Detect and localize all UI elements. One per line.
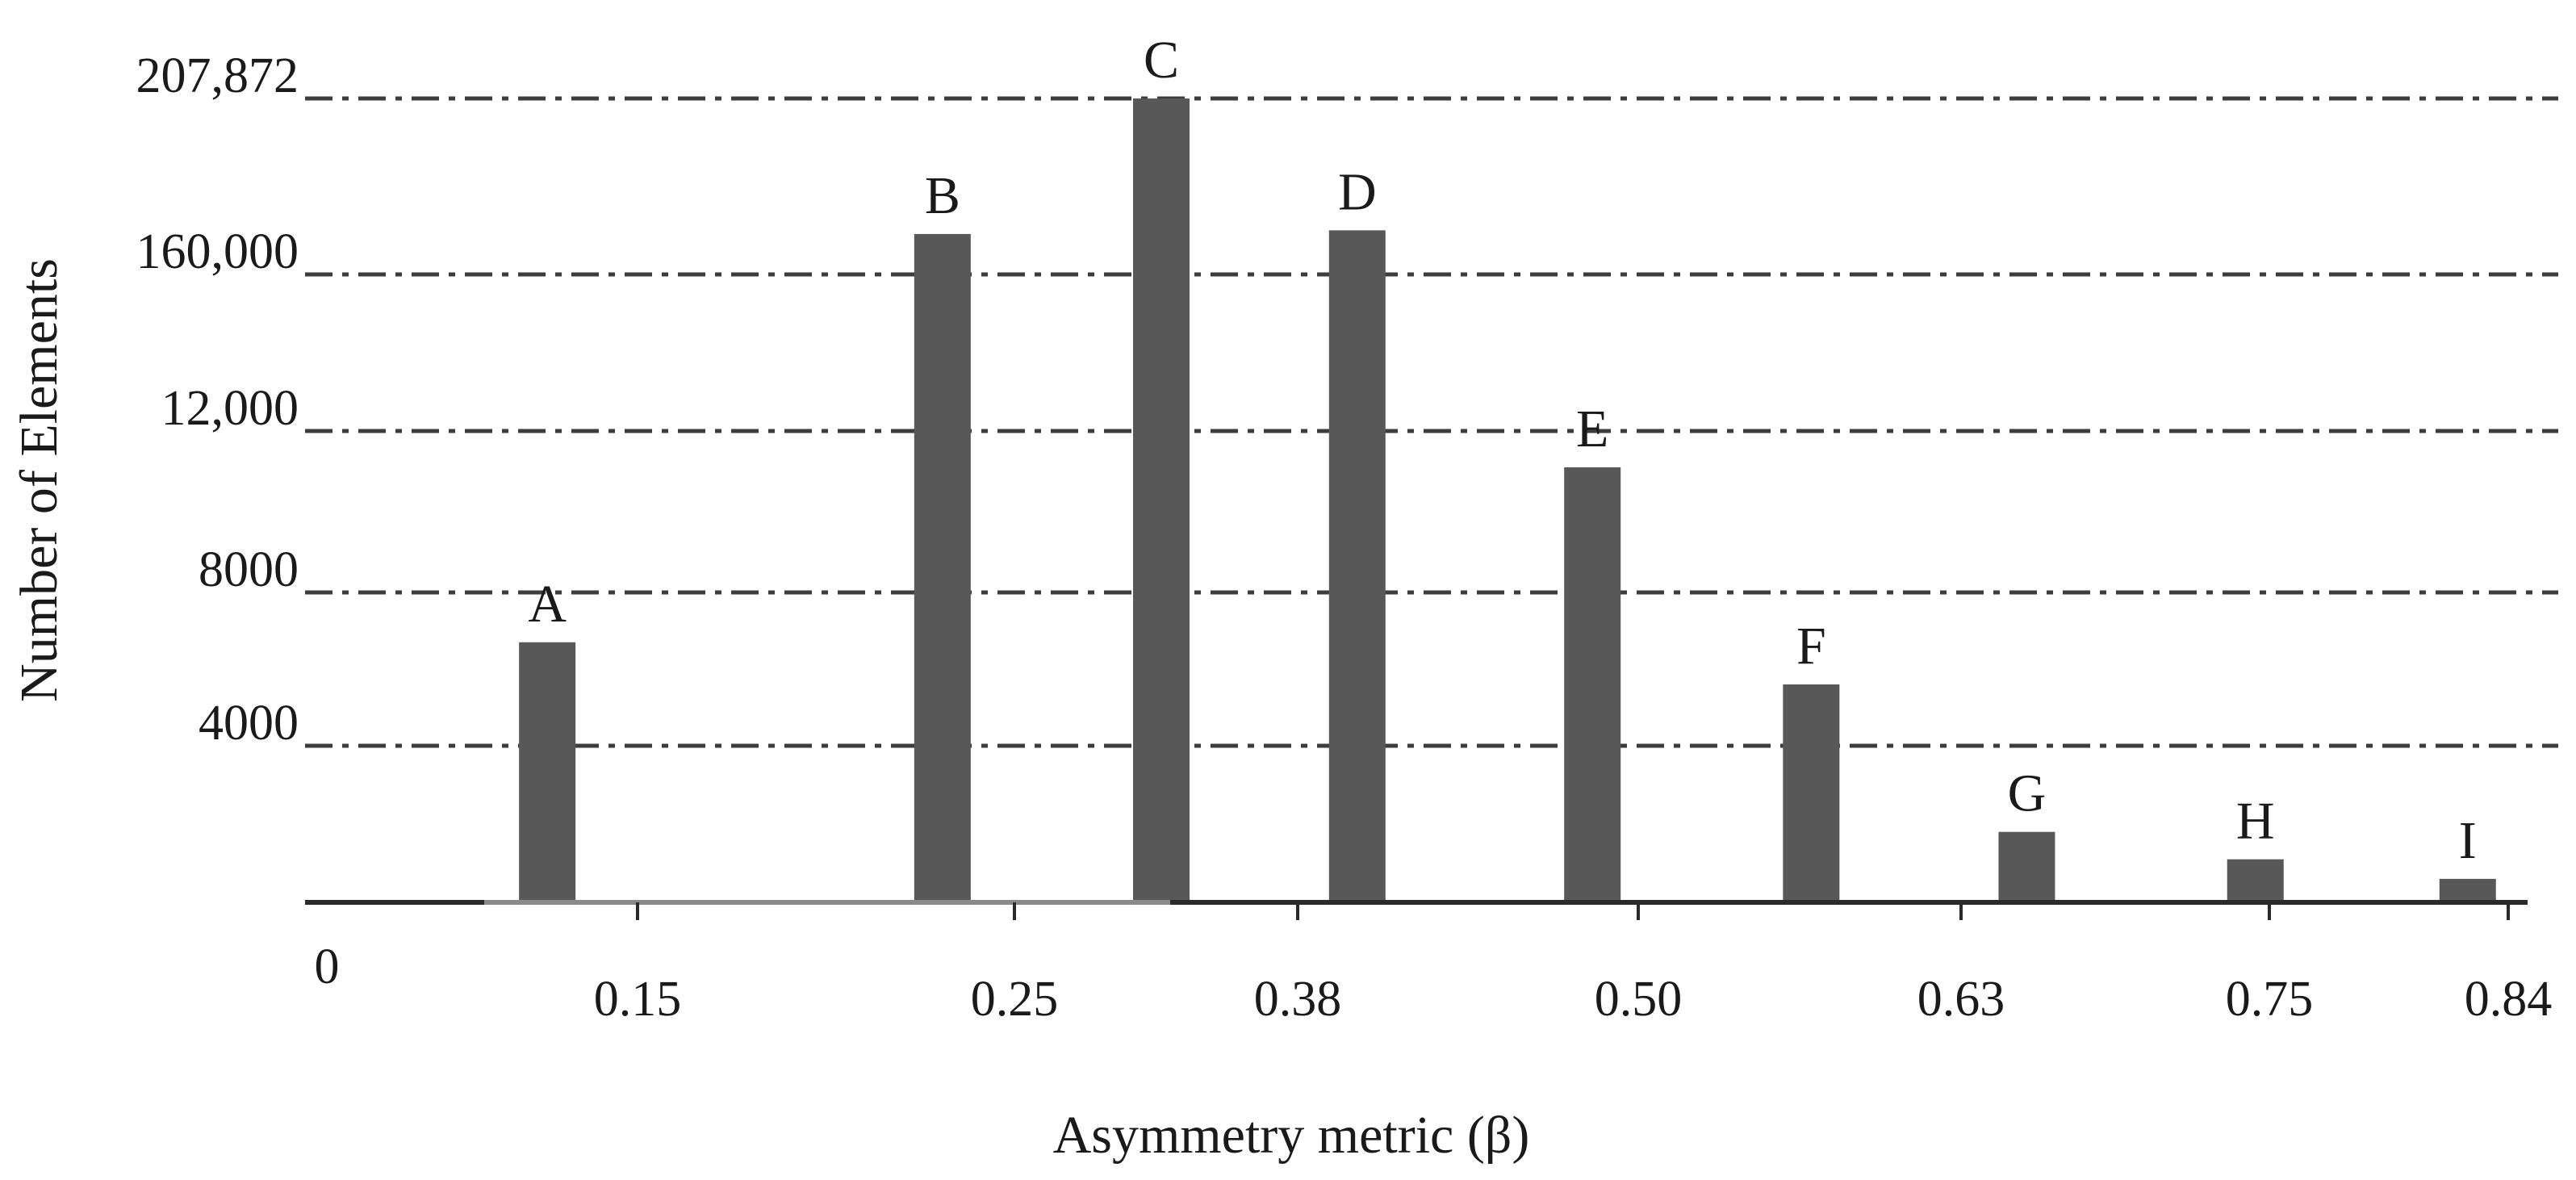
bar-e bbox=[1564, 467, 1621, 902]
bar-b bbox=[914, 233, 971, 902]
y-axis-title: Number of Elements bbox=[10, 258, 69, 702]
bar-d bbox=[1328, 230, 1386, 903]
gridlines bbox=[305, 96, 2558, 748]
y-axis-ticks: 4000 8000 12,000 160,000 207,872 bbox=[136, 48, 299, 751]
x-tick-label: 0.75 bbox=[2226, 972, 2314, 1027]
bar-label: F bbox=[1796, 617, 1826, 676]
x-tick-label: 0.25 bbox=[971, 972, 1059, 1027]
bar-label: I bbox=[2459, 811, 2477, 870]
bar-c bbox=[1132, 98, 1190, 902]
bar-label: H bbox=[2236, 792, 2275, 851]
x-tick-label: 0.50 bbox=[1595, 972, 1683, 1027]
bar-label: A bbox=[528, 575, 567, 634]
bar-label: B bbox=[925, 166, 960, 225]
bar-label: D bbox=[1338, 162, 1377, 221]
y-tick-label: 12,000 bbox=[161, 381, 299, 436]
y-tick-label: 4000 bbox=[199, 696, 299, 751]
bars bbox=[519, 98, 2496, 903]
bar-i bbox=[2439, 878, 2496, 902]
y-tick-label: 160,000 bbox=[136, 224, 299, 279]
bar-label: E bbox=[1576, 400, 1608, 458]
x-axis-ticks: 0 0.15 0.25 0.38 0.50 0.63 0.75 0.84 bbox=[315, 902, 2553, 1027]
bar-label: C bbox=[1144, 31, 1179, 90]
x-tick-label: 0.15 bbox=[594, 972, 682, 1027]
bar-f bbox=[1783, 684, 1840, 902]
y-tick-label: 8000 bbox=[199, 542, 299, 597]
x-axis-title: Asymmetry metric (β) bbox=[1053, 1106, 1530, 1165]
x-tick-label: 0 bbox=[315, 939, 340, 994]
x-tick-label: 0.84 bbox=[2465, 972, 2553, 1027]
y-tick-label: 207,872 bbox=[136, 48, 299, 103]
bar-labels: ABCDEFGHIJ bbox=[528, 31, 2477, 870]
bar-h bbox=[2227, 859, 2284, 902]
x-tick-label: 0.38 bbox=[1254, 972, 1342, 1027]
x-tick-label: 0.63 bbox=[1917, 972, 2005, 1027]
bar-g bbox=[1998, 831, 2055, 902]
bar-a bbox=[519, 642, 576, 902]
bar-label: G bbox=[2008, 764, 2047, 823]
